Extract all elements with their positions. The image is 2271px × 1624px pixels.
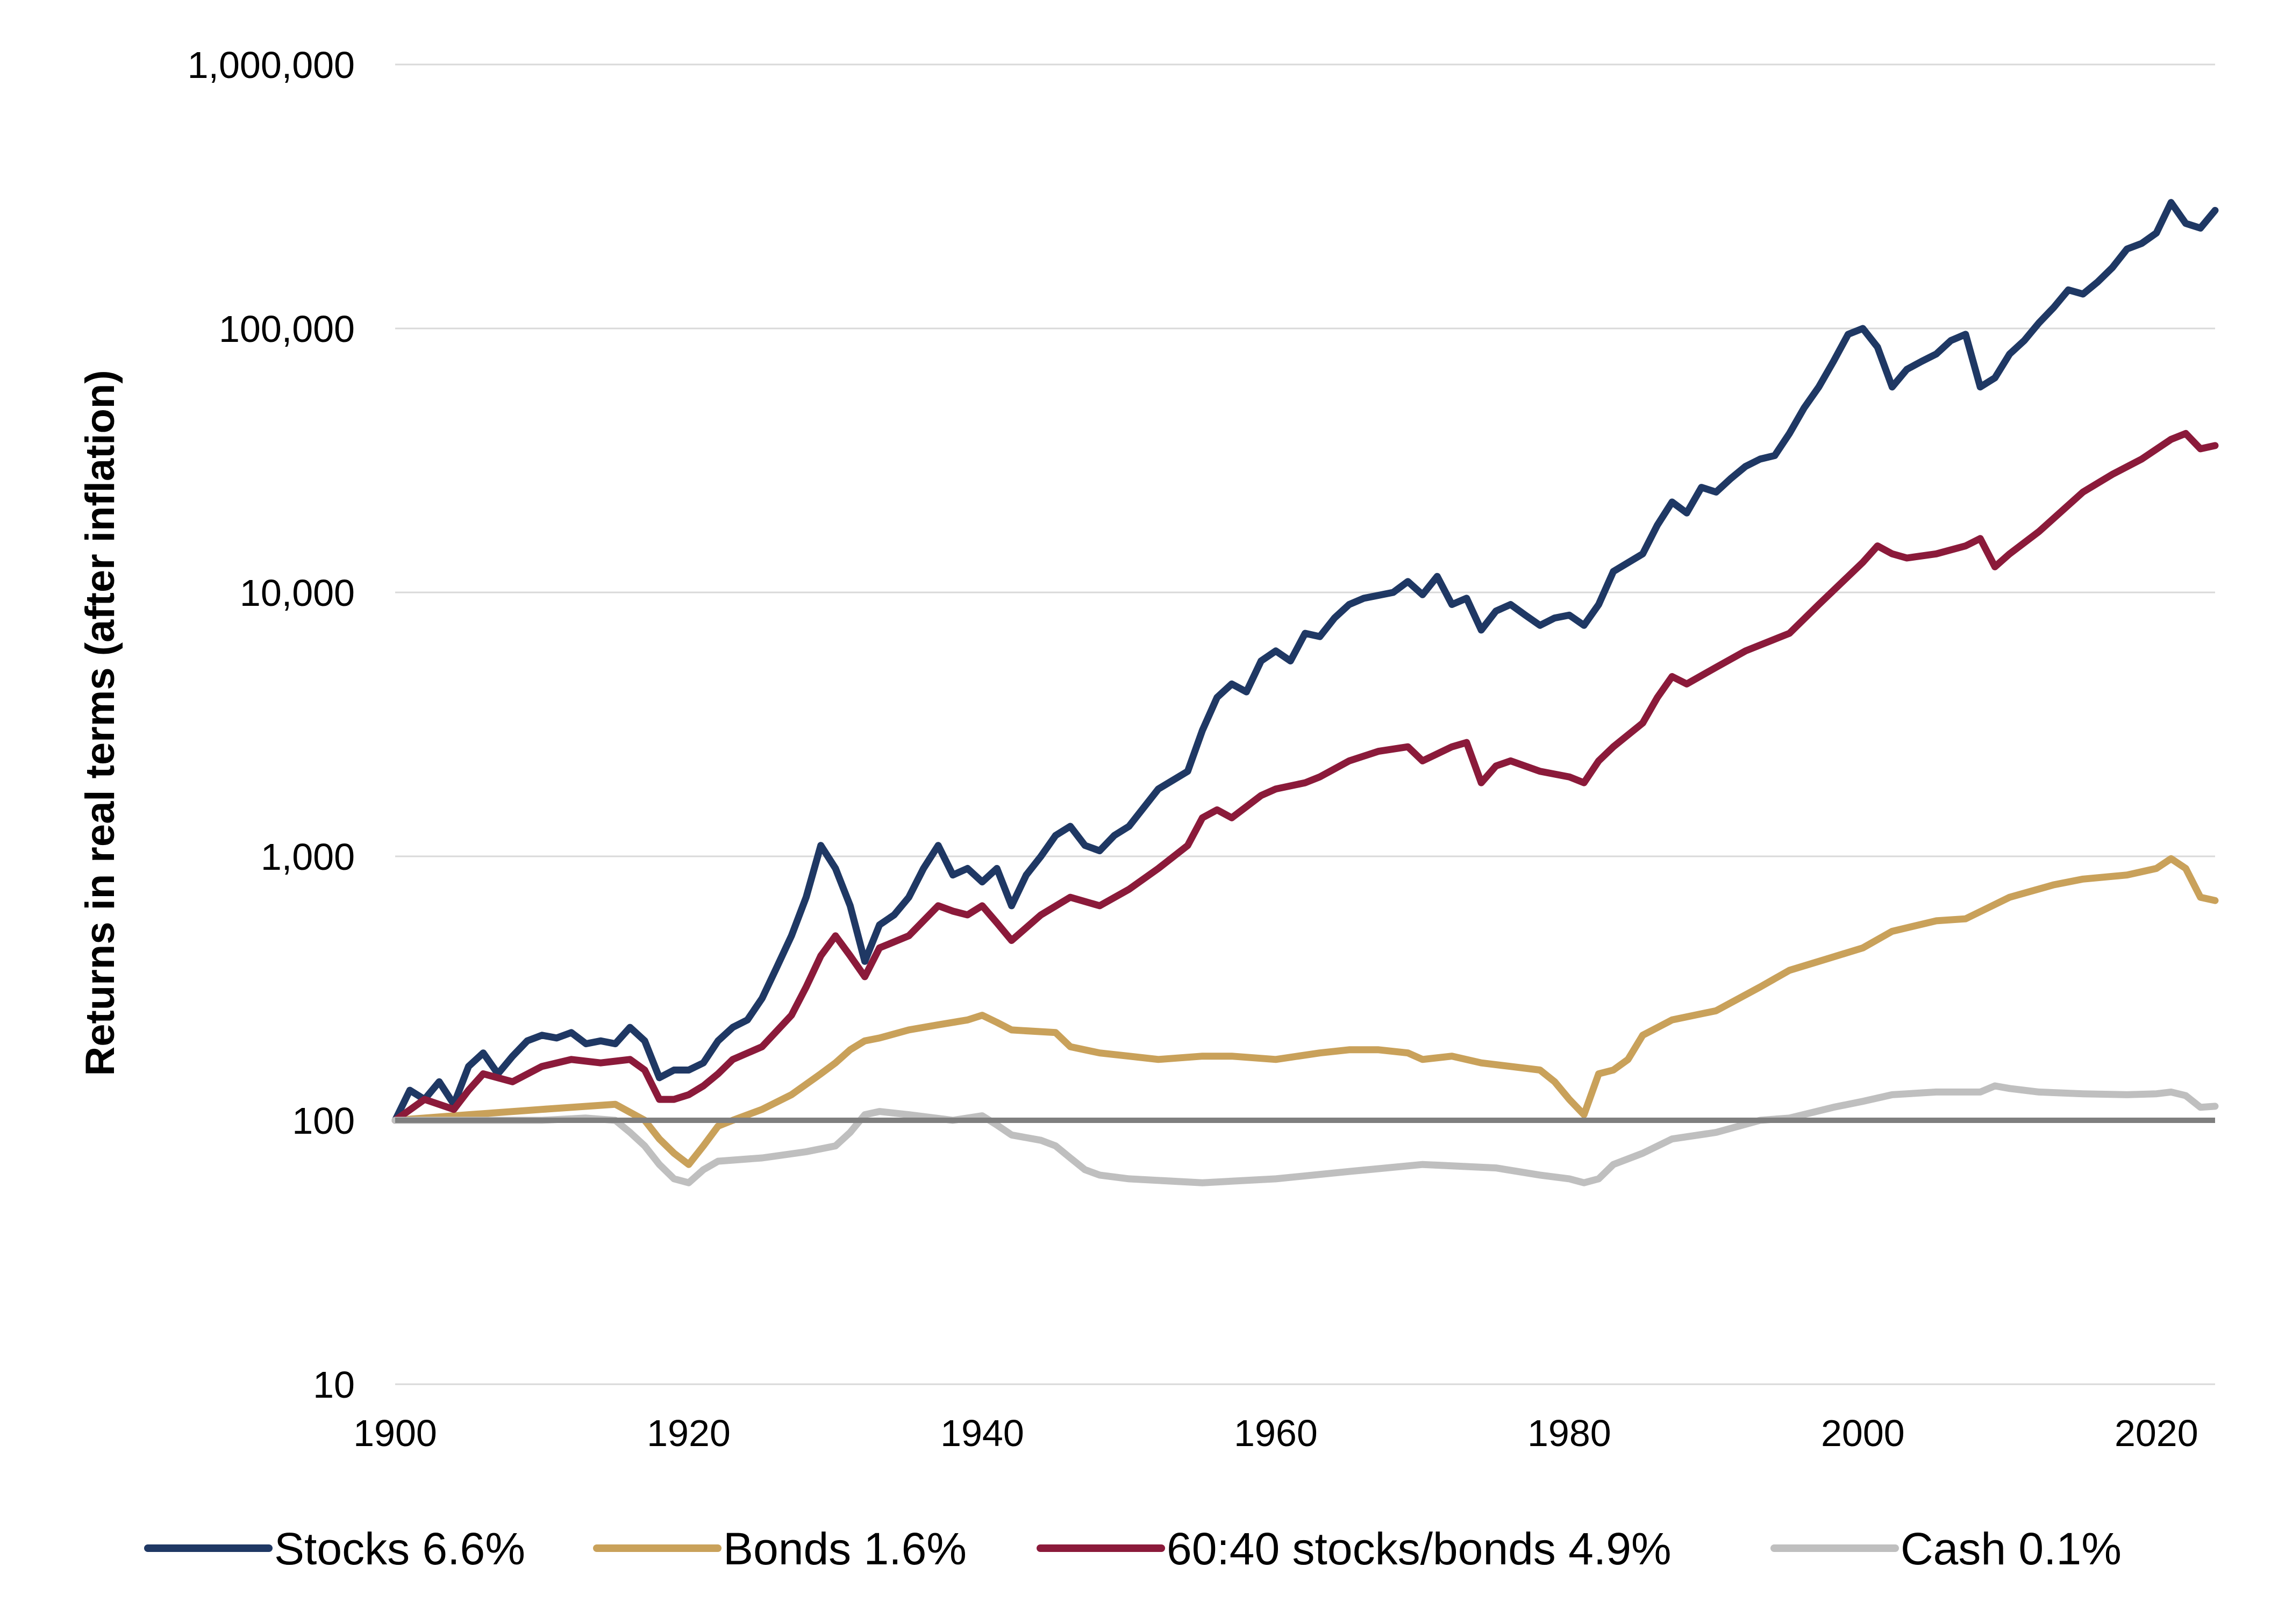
series-line-2: [391, 855, 2219, 1168]
y-tick-label: 100,000: [219, 308, 355, 350]
x-tick-label: 1980: [1527, 1412, 1611, 1454]
x-tick-label: 2000: [1821, 1412, 1905, 1454]
x-tick-label: 1900: [353, 1412, 437, 1454]
legend: Stocks 6.6% Bonds 1.6% 60:40 stocks/bonds …: [144, 1523, 2122, 1574]
y-axis-ticks: 10 100 1,000 10,000 100,000 1,000,000: [188, 44, 355, 1406]
legend-label: Cash 0.1%: [1901, 1523, 2122, 1574]
x-tick-label: 1940: [940, 1412, 1024, 1454]
y-tick-label: 1,000: [261, 836, 355, 878]
y-axis-title: Returns in real terms (after inflation): [77, 370, 123, 1076]
series-line-3: [391, 430, 2219, 1124]
legend-label: 60:40 stocks/bonds 4.9%: [1167, 1523, 1672, 1574]
legend-label: Bonds 1.6%: [723, 1523, 967, 1574]
legend-label: Stocks 6.6%: [274, 1523, 525, 1574]
x-tick-label: 2020: [2115, 1412, 2198, 1454]
series-lines: [391, 199, 2219, 1186]
x-axis-ticks: 1900 1920 1940 1960 1980 2000 2020: [353, 1412, 2198, 1454]
gridlines: [395, 63, 2215, 1385]
x-tick-label: 1960: [1234, 1412, 1318, 1454]
y-tick-label: 10: [313, 1364, 355, 1406]
y-tick-label: 10,000: [240, 572, 355, 614]
y-tick-label: 1,000,000: [188, 44, 355, 86]
x-tick-label: 1920: [647, 1412, 731, 1454]
y-tick-label: 100: [292, 1100, 355, 1142]
series-line-4: [391, 1082, 2219, 1186]
series-line-1: [391, 199, 2219, 1124]
